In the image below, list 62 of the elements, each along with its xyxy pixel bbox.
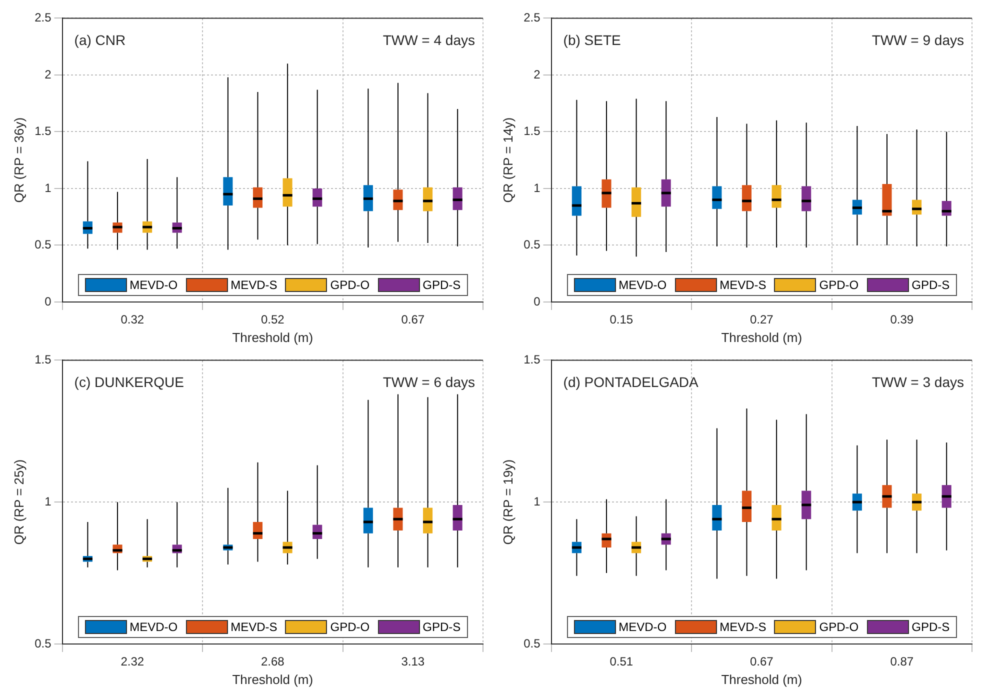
x-tick-label: 0.39	[890, 312, 914, 327]
legend-label: MEVD-S	[720, 278, 766, 292]
x-axis-title: Threshold (m)	[721, 672, 802, 687]
legend-label: MEVD-O	[618, 278, 667, 292]
annotation: (c) DUNKERQUE	[74, 374, 184, 390]
y-tick-label: 0.5	[524, 238, 541, 252]
x-tick-label: 0.67	[401, 312, 425, 327]
annotation: TWW = 4 days	[382, 32, 475, 48]
legend-label: MEVD-S	[230, 278, 278, 292]
y-tick-label: 1.5	[524, 124, 541, 138]
x-tick-label: 2.68	[260, 654, 285, 669]
x-tick-label: 3.13	[401, 654, 425, 669]
y-tick-label: 0	[44, 294, 52, 308]
y-axis-title: QR (RP = 36y)	[11, 117, 26, 203]
legend-label: GPD-O	[819, 620, 859, 634]
legend-label: MEVD-O	[130, 278, 178, 292]
legend-label: GPD-S	[912, 620, 950, 634]
x-tick-label: 0.67	[750, 654, 774, 669]
y-tick-label: 0	[534, 294, 541, 308]
legend-label: GPD-O	[330, 278, 370, 292]
y-tick-label: 0.5	[524, 636, 541, 650]
y-tick-label: 0.5	[34, 238, 52, 252]
annotation: (d) PONTADELGADA	[563, 374, 700, 390]
x-axis-title: Threshold (m)	[232, 330, 314, 345]
y-tick-label: 2	[44, 67, 52, 82]
x-tick-label: 0.52	[260, 312, 285, 327]
x-tick-label: 0.32	[120, 312, 144, 327]
legend-label: MEVD-O	[130, 620, 178, 634]
y-tick-label: 1.5	[34, 124, 52, 138]
annotation: TWW = 3 days	[872, 374, 964, 390]
x-tick-label: 0.15	[610, 312, 634, 327]
legend-label: GPD-O	[330, 620, 370, 634]
y-tick-label: 0.5	[34, 636, 52, 650]
x-axis-title: Threshold (m)	[721, 330, 802, 345]
x-axis-title: Threshold (m)	[232, 672, 314, 687]
annotation: TWW = 9 days	[872, 32, 964, 48]
x-tick-label: 0.27	[750, 312, 774, 327]
annotation: TWW = 6 days	[382, 374, 475, 390]
y-tick-label: 2	[534, 67, 541, 82]
legend-label: GPD-O	[819, 278, 859, 292]
legend-label: GPD-S	[422, 620, 461, 634]
x-tick-label: 2.32	[120, 654, 144, 669]
annotation: (a) CNR	[74, 32, 126, 48]
y-tick-label: 1	[44, 494, 52, 508]
y-axis-title: QR (RP = 25y)	[11, 459, 26, 545]
y-axis-title: QR (RP = 14y)	[500, 117, 516, 203]
legend-label: GPD-S	[912, 278, 950, 292]
legend-label: GPD-S	[422, 278, 461, 292]
y-tick-label: 1	[534, 180, 541, 195]
x-tick-label: 0.87	[890, 654, 914, 669]
y-tick-label: 1	[534, 494, 541, 508]
legend-label: MEVD-S	[230, 620, 278, 634]
legend-label: MEVD-O	[618, 620, 667, 634]
y-tick-label: 2.5	[524, 10, 541, 25]
x-tick-label: 0.51	[610, 654, 634, 669]
y-tick-label: 1	[44, 180, 52, 195]
annotation: (b) SETE	[563, 32, 621, 48]
y-tick-label: 1.5	[524, 352, 541, 367]
y-axis-title: QR (RP = 19y)	[500, 459, 516, 545]
y-tick-label: 2.5	[34, 10, 52, 25]
legend-label: MEVD-S	[720, 620, 766, 634]
y-tick-label: 1.5	[34, 352, 52, 367]
